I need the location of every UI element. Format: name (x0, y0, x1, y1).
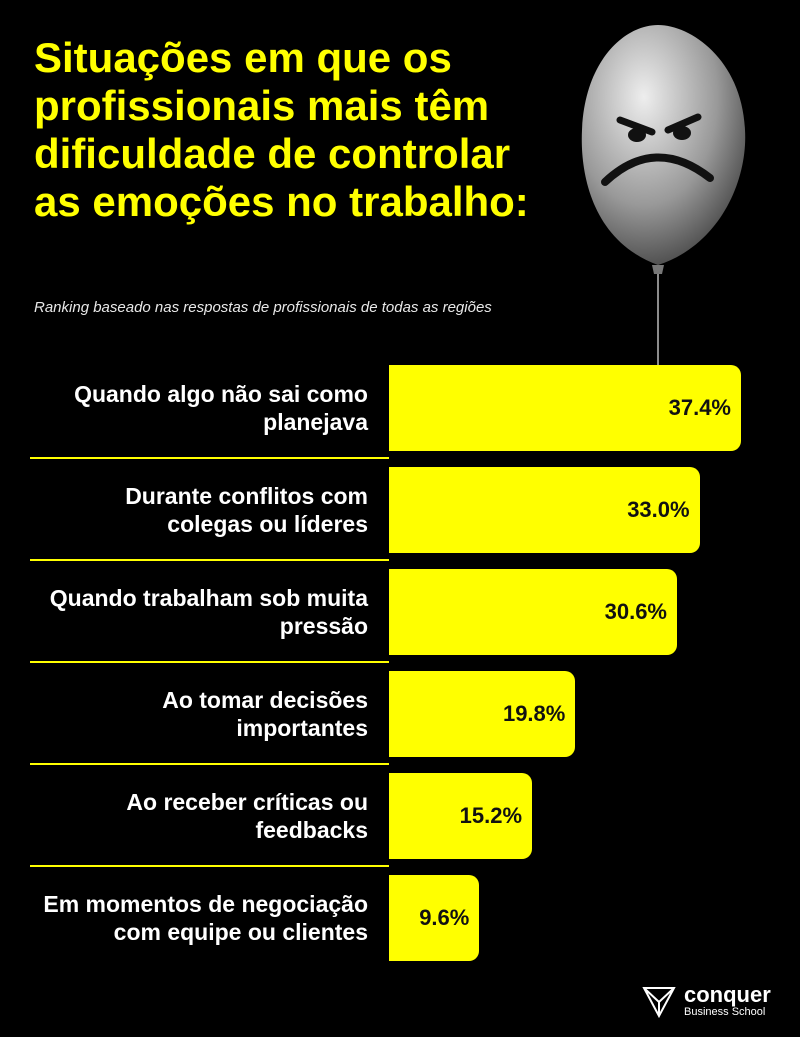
separator (30, 457, 389, 459)
separator (30, 763, 389, 765)
logo-icon (642, 987, 676, 1019)
category-label: Quando algo não sai como planejava (74, 381, 368, 435)
bar (389, 467, 700, 553)
value-label: 30.6% (604, 599, 667, 624)
category-label: Em momentos de negociação com equipe ou … (43, 891, 368, 945)
bar (389, 365, 741, 451)
balloon (581, 25, 746, 365)
category-label: Durante conflitos com colegas ou líderes (125, 483, 368, 537)
category-label: Ao receber críticas ou feedbacks (126, 789, 368, 843)
bar (389, 671, 576, 757)
category-label: Ao tomar decisões importantes (162, 687, 368, 741)
chart-title: Situações em que os profissionais mais t… (34, 34, 529, 225)
logo-name: conquer (684, 982, 771, 1007)
value-label: 37.4% (668, 395, 731, 420)
value-label: 15.2% (459, 803, 523, 828)
logo: conquer Business School (640, 982, 771, 1025)
separator (30, 661, 389, 663)
separator (30, 559, 389, 561)
value-label: 9.6% (419, 905, 470, 930)
chart-subtitle: Ranking baseado nas respostas de profiss… (34, 299, 492, 316)
value-label: 19.8% (502, 701, 566, 726)
category-label: Quando trabalham sob muita pressão (49, 585, 368, 639)
bar (389, 773, 533, 859)
bar (389, 875, 480, 961)
logo-tagline: Business School (684, 1006, 766, 1018)
value-label: 33.0% (627, 497, 690, 522)
separator (30, 865, 389, 867)
bar (389, 569, 677, 655)
